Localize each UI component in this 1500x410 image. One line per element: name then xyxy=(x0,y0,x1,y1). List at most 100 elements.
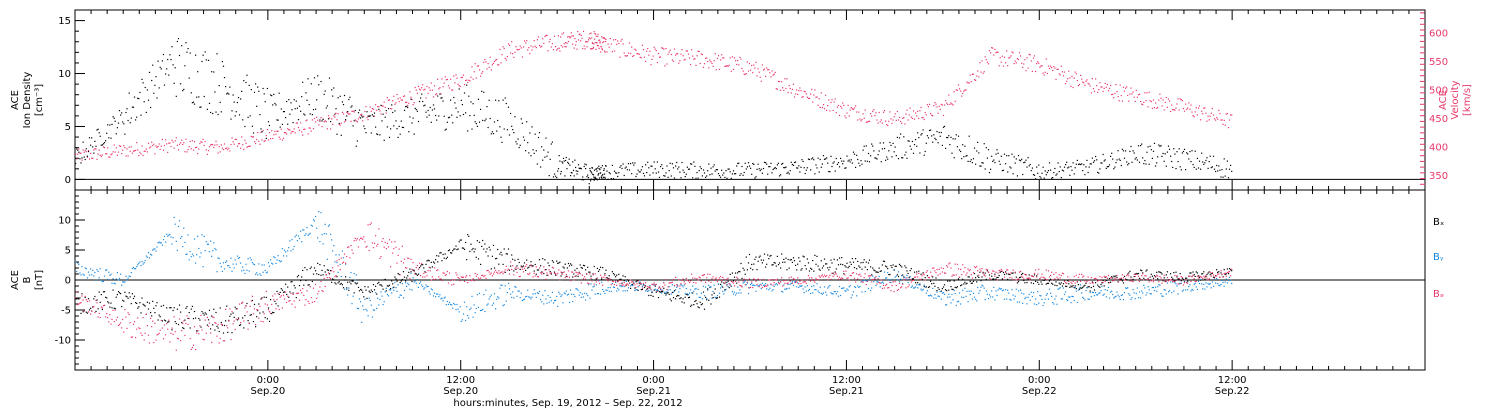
b-series-by-point xyxy=(211,255,213,257)
density-series-point xyxy=(1151,157,1153,159)
velocity-series-point xyxy=(598,47,600,49)
b-series-bx-point xyxy=(797,263,799,265)
b-series-by-point xyxy=(786,288,788,290)
b-series-bx-point xyxy=(332,278,334,280)
velocity-series-point xyxy=(154,153,156,155)
velocity-series-point xyxy=(835,112,837,114)
velocity-series-point xyxy=(1102,90,1104,92)
b-series-by-point xyxy=(893,268,895,271)
b-series-bx-point xyxy=(883,260,886,263)
velocity-series-point xyxy=(316,116,318,118)
b-series-by-point xyxy=(136,266,138,268)
b-series-by-point xyxy=(913,287,916,289)
density-series-point xyxy=(833,161,835,163)
b-series-bx-point xyxy=(859,266,861,268)
b-series-bz-point xyxy=(278,308,280,311)
velocity-series-point xyxy=(258,140,260,142)
velocity-series-point xyxy=(898,116,901,118)
b-series-by-point xyxy=(759,283,761,285)
b-series-bz-point xyxy=(305,299,307,301)
b-series-bx-point xyxy=(1075,288,1077,290)
b-series-by-point xyxy=(845,290,847,292)
b-series-by-point xyxy=(1003,298,1006,300)
velocity-series-point xyxy=(1012,52,1014,54)
density-series-point xyxy=(162,53,165,56)
density-series-point xyxy=(221,61,223,63)
velocity-series-point xyxy=(682,55,684,57)
density-series-point xyxy=(396,128,398,130)
b-series-by-point xyxy=(1009,298,1011,301)
b-series-bz-point xyxy=(319,286,321,288)
density-series-point xyxy=(752,162,754,165)
b-series-bx-point xyxy=(450,252,452,254)
b-series-by-point xyxy=(686,293,688,295)
b-series-by-point xyxy=(1107,286,1110,288)
b-series-bz-point xyxy=(357,246,360,248)
density-series-point xyxy=(135,119,137,121)
velocity-series-point xyxy=(380,113,382,115)
velocity-series-point xyxy=(683,59,685,61)
density-series-point xyxy=(1187,153,1189,155)
density-series-point xyxy=(970,159,972,161)
b-series-bx-point xyxy=(1134,273,1136,275)
density-series-point xyxy=(477,98,480,100)
density-series-point xyxy=(407,106,409,109)
density-series-point xyxy=(205,59,207,61)
velocity-series-point xyxy=(526,40,528,42)
velocity-series-point xyxy=(257,132,259,134)
b-series-bz-point xyxy=(251,295,253,297)
b-series-bz-point xyxy=(298,299,301,301)
b-series-bx-point xyxy=(227,331,229,333)
density-series-point xyxy=(706,175,708,177)
b-series-by-point xyxy=(506,292,508,294)
b-series-by-point xyxy=(681,284,683,287)
b-series-by-point xyxy=(1151,286,1153,289)
velocity-series-point xyxy=(514,51,516,53)
b-series-by-point xyxy=(540,298,542,301)
b-series-bz-point xyxy=(117,324,120,327)
density-series-point xyxy=(872,145,874,147)
b-series-by-point xyxy=(1226,282,1228,284)
b-series-bx-point xyxy=(1018,277,1021,279)
b-series-bx-point xyxy=(895,265,897,267)
b-series-by-point xyxy=(684,293,686,295)
b-series-bx-point xyxy=(925,286,927,288)
b-series-bx-point xyxy=(234,306,236,308)
b-series-by-point xyxy=(838,285,841,288)
density-series-point xyxy=(101,144,103,146)
density-series-point xyxy=(283,111,286,113)
b-series-bz-point xyxy=(351,249,353,251)
b-series-bz-point xyxy=(94,312,96,314)
b-series-by-point xyxy=(443,297,445,299)
density-series-point xyxy=(876,158,878,160)
b-series-by-point xyxy=(438,296,440,298)
density-series-point xyxy=(211,71,213,73)
velocity-series-point xyxy=(133,150,136,152)
b-series-by-point xyxy=(142,263,144,265)
velocity-series-point xyxy=(339,124,341,126)
b-series-bx-point xyxy=(319,264,321,266)
b-series-by-point xyxy=(320,212,322,214)
b-series-by-point xyxy=(550,300,552,302)
density-series-point xyxy=(1100,162,1102,164)
velocity-series-point xyxy=(79,152,81,154)
b-series-by-point xyxy=(317,237,319,239)
density-series-point xyxy=(999,163,1001,165)
velocity-series-point xyxy=(714,53,716,55)
b-series-by-point xyxy=(551,291,553,293)
velocity-series-point xyxy=(600,46,602,48)
velocity-series-point xyxy=(804,91,806,93)
b-series-bx-point xyxy=(1072,285,1074,287)
b-series-bx-point xyxy=(167,321,169,323)
velocity-series-point xyxy=(848,115,850,117)
b-series-bx-point xyxy=(481,245,483,247)
b-series-bx-point xyxy=(1035,280,1037,282)
b-series-by-point xyxy=(801,285,803,287)
b-series-bz-point xyxy=(579,273,581,275)
velocity-series-point xyxy=(1045,58,1047,60)
b-series-by-point xyxy=(468,317,470,319)
velocity-series-point xyxy=(313,117,316,120)
velocity-series-point xyxy=(1113,97,1115,99)
velocity-series-point xyxy=(362,120,364,122)
velocity-series-point xyxy=(784,78,786,80)
